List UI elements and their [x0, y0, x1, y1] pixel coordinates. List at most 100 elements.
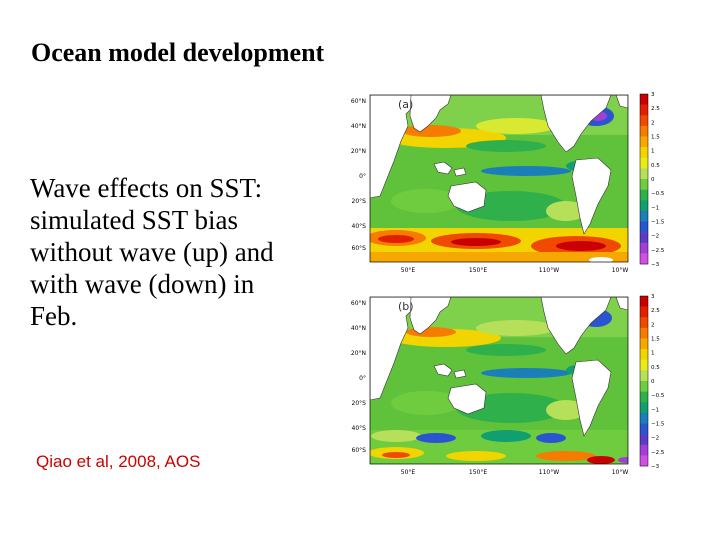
lon-tick: 50°E [401, 469, 416, 476]
colorbar-tick: 3 [651, 294, 655, 300]
colorbar-swatch [640, 168, 648, 180]
lon-tick: 10°W [612, 267, 629, 274]
colorbar-swatch [640, 370, 648, 382]
description-line: Feb. [30, 301, 78, 331]
lat-tick: 20°S [352, 198, 367, 205]
lon-tick: 50°E [401, 267, 416, 274]
colorbar-tick: −3 [651, 464, 660, 470]
description-line: simulated SST bias [30, 205, 239, 235]
lat-tick: 20°N [351, 350, 366, 357]
colorbar-tick: 2.5 [651, 106, 660, 112]
colorbar-tick: 0.5 [651, 365, 660, 371]
colorbar-swatch [640, 115, 648, 127]
colorbar-tick: 2.5 [651, 308, 660, 314]
lat-tick: 60°S [352, 245, 367, 252]
colorbar-tick: 1 [651, 351, 655, 357]
colorbar-tick: −1 [651, 205, 659, 211]
sst-bias-field [370, 297, 628, 464]
description-text: Wave effects on SST: simulated SST bias … [30, 172, 330, 332]
colorbar-tick: 1.5 [651, 135, 660, 141]
lat-tick: 20°N [351, 148, 366, 155]
colorbar-swatch [640, 296, 648, 307]
colorbar-swatch [640, 232, 648, 244]
colorbar-tick: −1.5 [651, 220, 665, 226]
lat-tick: 40°N [351, 325, 366, 332]
lon-tick: 110°W [539, 469, 559, 476]
lat-tick: 40°N [351, 123, 366, 130]
colorbar-tick: −2 [651, 436, 659, 442]
lat-tick: 60°N [351, 300, 366, 307]
lon-tick: 10°W [612, 469, 629, 476]
lon-tick: 150°E [469, 469, 487, 476]
colorbar-tick: 3 [651, 92, 655, 98]
colorbar-tick: 1.5 [651, 337, 660, 343]
land-masses [370, 95, 628, 235]
colorbar-tick: 0 [651, 177, 655, 183]
colorbar: 3 2.5 2 1.5 1 0.5 0 −0.5 −1 −1.5 −2 −2.5 −3 [639, 92, 665, 268]
colorbar-swatch [640, 327, 648, 339]
lat-tick: 60°N [351, 98, 366, 105]
colorbar-swatch [640, 423, 648, 435]
colorbar-tick: −0.5 [651, 393, 665, 399]
colorbar-swatch [640, 200, 648, 212]
description-line: without wave (up) and [30, 237, 274, 267]
colorbar-swatch [640, 359, 648, 371]
colorbar-tick: −0.5 [651, 191, 665, 197]
longitude-ticks: 50°E 150°E 110°W 10°W [401, 267, 629, 274]
colorbar-swatch [640, 338, 648, 350]
latitude-ticks: 60°N 40°N 20°N 0° 20°S 40°S 60°S [351, 300, 366, 454]
colorbar-swatch [640, 412, 648, 424]
colorbar-swatch [640, 253, 648, 265]
colorbar-swatch [640, 104, 648, 116]
panel-label: (b) [398, 300, 414, 313]
colorbar: 3 2.5 2 1.5 1 0.5 0 −0.5 −1 −1.5 −2 −2.5 −3 [639, 294, 665, 470]
colorbar-tick: 2 [651, 322, 655, 328]
colorbar-swatch [640, 434, 648, 446]
colorbar-swatch [640, 221, 648, 233]
map-frame [369, 296, 629, 465]
colorbar-swatch [640, 189, 648, 201]
description-line: Wave effects on SST: [30, 173, 263, 203]
colorbar-swatch [640, 402, 648, 414]
colorbar-tick: −1.5 [651, 422, 665, 428]
colorbar-swatch [640, 179, 648, 190]
map-figure: 60°N 40°N 20°N 0° 20°S 40°S 60°S 50°E 15… [351, 294, 665, 476]
colorbar-tick: 0 [651, 379, 655, 385]
sst-bias-field [370, 95, 628, 262]
description-line: with wave (down) in [30, 269, 255, 299]
colorbar-swatch [640, 306, 648, 318]
colorbar-tick: −2 [651, 234, 659, 240]
map-frame [369, 94, 629, 263]
colorbar-swatch [640, 210, 648, 222]
colorbar-tick: −2.5 [651, 450, 665, 456]
colorbar-swatch [640, 125, 648, 137]
sst-bias-map-with-wave: 60°N 40°N 20°N 0° 20°S 40°S 60°S 50°E 15… [336, 288, 666, 488]
colorbar-swatch [640, 242, 648, 254]
lon-tick: 110°W [539, 267, 559, 274]
colorbar-tick: 2 [651, 120, 655, 126]
lat-tick: 40°S [352, 223, 367, 230]
colorbar-swatch [640, 349, 648, 361]
colorbar-swatch [640, 157, 648, 169]
colorbar-frame [639, 295, 649, 467]
colorbar-swatch [640, 94, 648, 105]
citation: Qiao et al, 2008, AOS [36, 452, 201, 471]
colorbar-swatch [640, 444, 648, 456]
colorbar-tick: 0.5 [651, 163, 660, 169]
latitude-ticks: 60°N 40°N 20°N 0° 20°S 40°S 60°S [351, 98, 366, 252]
colorbar-tick: 1 [651, 149, 655, 155]
map-figure: 60°N 40°N 20°N 0° 20°S 40°S 60°S 50°E 15… [351, 92, 665, 274]
slide-title: Ocean model development [31, 38, 325, 67]
colorbar-tick: −1 [651, 407, 659, 413]
land-masses [370, 297, 628, 437]
colorbar-swatch [640, 147, 648, 159]
lat-tick: 40°S [352, 425, 367, 432]
colorbar-frame [639, 93, 649, 265]
colorbar-tick: −2.5 [651, 248, 665, 254]
colorbar-swatch [640, 317, 648, 329]
lat-tick: 0° [359, 173, 366, 180]
lat-tick: 60°S [352, 447, 367, 454]
colorbar-swatch [640, 391, 648, 403]
colorbar-swatch [640, 381, 648, 392]
colorbar-swatch [640, 455, 648, 467]
